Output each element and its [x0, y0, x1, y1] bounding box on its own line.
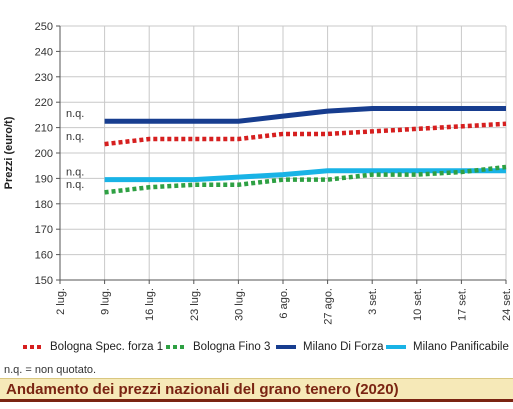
y-tick-label: 200: [35, 148, 53, 160]
x-tick-label: 10 set.: [412, 288, 424, 321]
legend-swatch-dotted-green: [166, 345, 186, 349]
legend-swatch-solid-cyan: [386, 345, 406, 349]
legend-item-bologna-spec: Bologna Spec. forza 1: [22, 341, 163, 353]
y-tick-label: 230: [35, 72, 53, 84]
y-tick-label: 170: [35, 224, 53, 236]
y-tick-label: 210: [35, 123, 53, 135]
line-chart: 150 160 170 180 190 200 210 220 230 240 250 2 lug. 9…: [3, 21, 513, 325]
annotation-nq: n.q.: [66, 166, 84, 178]
chart-title: Andamento dei prezzi nazionali del grano…: [6, 381, 399, 398]
y-tick-label: 220: [35, 97, 53, 109]
x-tick-label: 6 ago.: [278, 288, 290, 319]
legend-item-milano-forza: Milano Di Forza: [275, 341, 384, 353]
legend-swatch-solid-navy: [276, 345, 296, 349]
x-tick-label: 2 lug.: [55, 288, 67, 315]
y-tick-label: 180: [35, 199, 53, 211]
annotation-nq: n.q.: [66, 131, 84, 143]
x-tick-label: 24 set.: [501, 288, 513, 321]
legend-swatch-dotted-red: [23, 345, 43, 349]
series-line-milano-panificabile: [104, 168, 506, 183]
x-tick-label: 17 set.: [456, 288, 468, 321]
legend: Bologna Spec. forza 1 Bologna Fino 3 Mil…: [22, 341, 512, 359]
y-tick-label: 190: [35, 173, 53, 185]
footnote: n.q. = non quotato.: [4, 364, 97, 376]
y-tick-label: 250: [35, 21, 53, 33]
x-tick-label: 9 lug.: [100, 288, 112, 315]
legend-item-bologna-fino: Bologna Fino 3: [165, 341, 270, 353]
x-tick-label: 16 lug.: [144, 288, 156, 321]
x-tick-label: 27 ago.: [323, 288, 335, 325]
y-tick-label: 240: [35, 46, 53, 58]
legend-label: Bologna Fino 3: [193, 341, 271, 353]
title-bar: Andamento dei prezzi nazionali del grano…: [0, 378, 513, 402]
series-line-milano-di-forza: [104, 106, 506, 124]
x-tick-label: 23 lug.: [189, 288, 201, 321]
legend-label: Milano Di Forza: [303, 341, 384, 353]
x-tick-label: 30 lug.: [233, 288, 245, 321]
y-tick-label: 160: [35, 250, 53, 262]
x-tick-label: 3 set.: [367, 288, 379, 315]
legend-item-milano-panificabile: Milano Panificabile: [385, 341, 509, 353]
legend-label: Milano Panificabile: [413, 341, 509, 353]
y-tick-label: 150: [35, 275, 53, 287]
y-axis-label: Prezzi (euro/t): [3, 116, 15, 189]
legend-label: Bologna Spec. forza 1: [50, 341, 164, 353]
annotation-nq: n.q.: [66, 179, 84, 191]
annotation-nq: n.q.: [66, 108, 84, 120]
